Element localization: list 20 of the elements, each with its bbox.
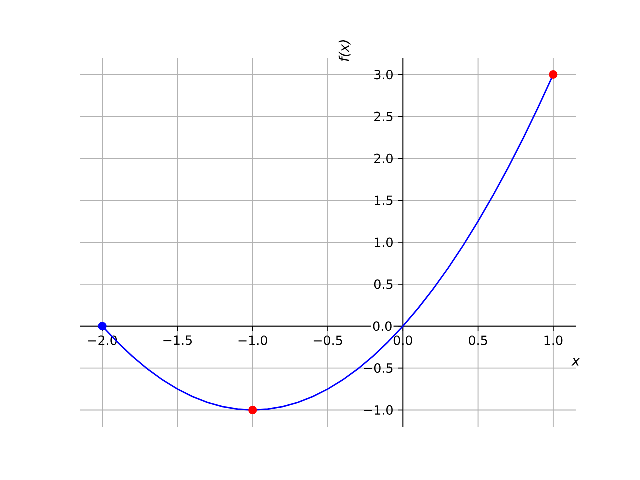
x-axis-title: x — [572, 358, 580, 366]
y-tick-label: 0.0 — [373, 322, 392, 332]
point — [98, 322, 107, 331]
x-tick-label: 0.5 — [469, 336, 488, 346]
y-tick-label: 0.5 — [374, 280, 393, 290]
point — [549, 70, 558, 80]
y-tick-label: 1.5 — [375, 196, 393, 206]
y-tick-label: 1.0 — [375, 238, 393, 248]
y-tick-label: 2.0 — [374, 154, 393, 164]
y-tick-label: 3.0 — [374, 70, 393, 80]
y-tick-label: −0.5 — [364, 363, 393, 374]
x-tick-label: 1.0 — [544, 336, 563, 346]
point — [248, 406, 258, 414]
y-axis-title: f(x) — [338, 40, 351, 62]
x-tick-label: −1.5 — [164, 336, 192, 346]
x-tick-label: −2.0 — [88, 336, 118, 346]
y-tick-label: −1.0 — [364, 405, 393, 416]
x-tick-label: −0.5 — [314, 336, 342, 346]
y-tick-label: 2.5 — [374, 112, 393, 122]
x-tick-label: −1.0 — [238, 336, 268, 346]
